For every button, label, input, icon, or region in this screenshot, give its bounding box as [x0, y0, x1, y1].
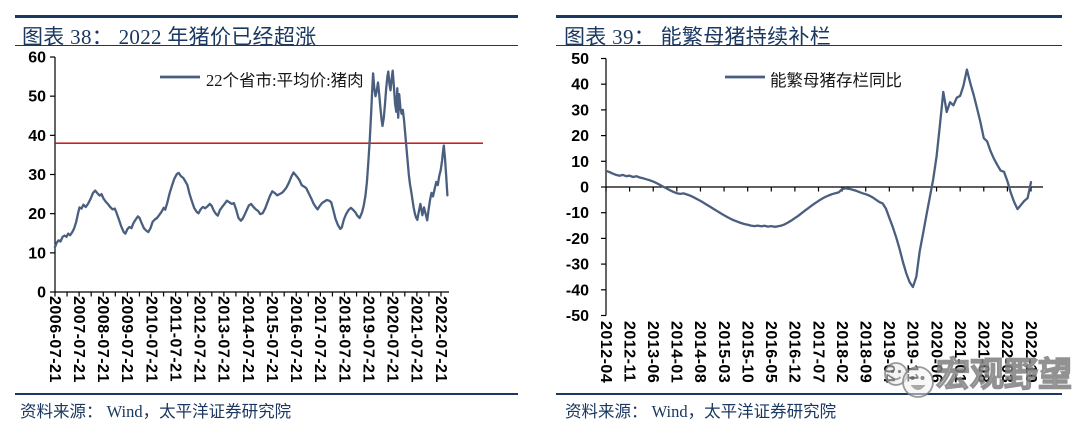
x-tick-label: 2016-07-21 [287, 296, 305, 383]
x-tick-label: 2022-10 [1021, 321, 1039, 384]
x-tick-label: 2016-12 [785, 321, 803, 384]
source-divider [556, 393, 1062, 395]
y-tick-label: -30 [566, 257, 589, 274]
x-tick-label: 2019-07-21 [359, 296, 377, 383]
y-tick-label: 10 [28, 245, 46, 262]
panel-top-bar [556, 14, 1062, 18]
x-tick-label: 2012-07-21 [190, 296, 208, 383]
y-tick-label: 50 [28, 89, 46, 106]
y-tick-label: 20 [571, 128, 589, 145]
x-tick-label: 2013-07-21 [214, 296, 232, 383]
two-smiley-faces-icon [884, 362, 934, 398]
x-tick-label: 2014-07-21 [238, 296, 256, 383]
x-tick-label: 2021-08 [974, 321, 992, 384]
y-tick-label: 60 [28, 49, 46, 66]
title-underline [15, 44, 518, 47]
y-tick-label: 20 [28, 206, 46, 223]
x-tick-label: 2007-07-21 [69, 296, 87, 383]
x-tick-label: 2013-06 [644, 321, 662, 384]
x-tick-label: 2018-07-21 [335, 296, 353, 383]
legend-label: 22个省市:平均价:猪肉 [206, 71, 364, 90]
y-tick-label: -10 [566, 205, 589, 222]
x-tick-label: 2020-06 [927, 321, 945, 384]
x-tick-label: 2017-07-21 [311, 296, 329, 383]
source-text: 资料来源： Wind，太平洋证券研究院 [20, 402, 292, 421]
series-line [604, 68, 1033, 289]
y-tick-label: 40 [571, 77, 589, 94]
y-tick-label: 10 [571, 154, 589, 171]
y-tick-label: 0 [580, 180, 589, 197]
y-tick-label: -50 [566, 308, 589, 325]
x-tick-label: 2021-07-21 [407, 296, 425, 383]
x-tick-label: 2020-07-21 [383, 296, 401, 383]
x-tick-label: 2022-03 [998, 321, 1016, 384]
watermark: 宏观野望 [882, 356, 1073, 402]
title-underline [556, 44, 1062, 47]
x-tick-label: 2014-01 [667, 321, 685, 384]
x-tick-label: 2009-07-21 [118, 296, 136, 383]
x-tick-label: 2012-11 [620, 321, 638, 383]
x-tick-label: 2015-07-21 [262, 296, 280, 383]
x-tick-label: 2021-01 [950, 321, 968, 384]
x-tick-label: 2015-03 [714, 321, 732, 384]
y-tick-label: 0 [37, 285, 46, 302]
y-tick-label: 40 [28, 128, 46, 145]
x-tick-label: 2006-07-21 [45, 296, 63, 383]
y-tick-label: -40 [566, 282, 589, 299]
x-tick-label: 2018-09 [856, 321, 874, 384]
x-tick-label: 2015-10 [738, 321, 756, 384]
x-tick-label: 2017-07 [809, 321, 827, 384]
watermark-text: 宏观野望 [935, 356, 1072, 394]
y-tick-label: 30 [571, 102, 589, 119]
legend-label: 能繁母猪存栏同比 [770, 71, 902, 90]
x-tick-label: 2022-07-21 [431, 296, 449, 383]
panel-top-bar [15, 14, 518, 18]
y-tick-label: 30 [28, 167, 46, 184]
y-tick-label: -20 [566, 231, 589, 248]
source-divider [15, 393, 518, 395]
series-line [53, 69, 449, 249]
x-tick-label: 2014-08 [691, 321, 709, 384]
x-tick-label: 2016-05 [762, 321, 780, 384]
x-tick-label: 2012-04 [596, 321, 614, 384]
source-text: 资料来源： Wind，太平洋证券研究院 [565, 402, 837, 421]
x-tick-label: 2008-07-21 [94, 296, 112, 383]
x-tick-label: 2010-07-21 [142, 296, 160, 383]
x-tick-label: 2011-07-21 [166, 296, 184, 382]
x-tick-label: 2018-02 [832, 321, 850, 384]
y-tick-label: 50 [571, 51, 589, 68]
